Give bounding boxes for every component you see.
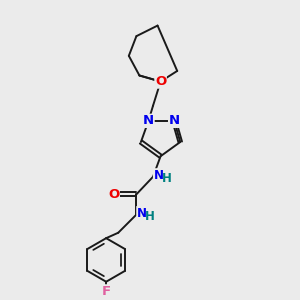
Text: F: F xyxy=(102,285,111,298)
Text: N: N xyxy=(154,169,164,182)
Text: N: N xyxy=(137,207,147,220)
Text: H: H xyxy=(162,172,172,185)
Text: H: H xyxy=(145,210,155,223)
Text: N: N xyxy=(143,114,154,127)
Text: O: O xyxy=(108,188,119,201)
Text: N: N xyxy=(169,114,180,127)
Text: O: O xyxy=(155,75,166,88)
